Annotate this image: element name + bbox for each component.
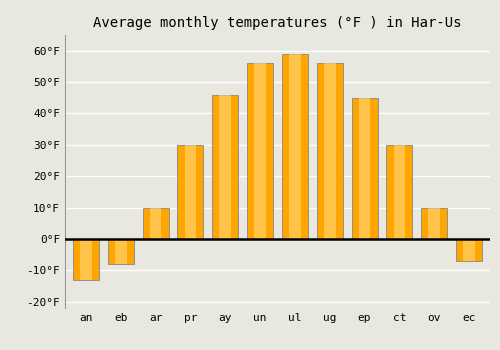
Title: Average monthly temperatures (°F ) in Har-Us: Average monthly temperatures (°F ) in Ha… [93, 16, 462, 30]
Bar [247, 63, 273, 239]
Bar [212, 94, 238, 239]
Bar [150, 208, 162, 239]
Bar [463, 239, 475, 261]
Bar [142, 208, 169, 239]
Bar [428, 208, 440, 239]
Bar [358, 98, 370, 239]
Bar [289, 54, 301, 239]
Bar [282, 54, 308, 239]
Bar [254, 63, 266, 239]
Bar [73, 239, 99, 280]
Bar [352, 98, 378, 239]
Bar [456, 239, 482, 261]
Bar [80, 239, 92, 280]
Bar [324, 63, 336, 239]
Bar [115, 239, 126, 264]
Bar [178, 145, 204, 239]
Bar [394, 145, 406, 239]
Bar [316, 63, 343, 239]
Bar [220, 94, 231, 239]
Bar [421, 208, 448, 239]
Bar [386, 145, 412, 239]
Bar [108, 239, 134, 264]
Bar [184, 145, 196, 239]
